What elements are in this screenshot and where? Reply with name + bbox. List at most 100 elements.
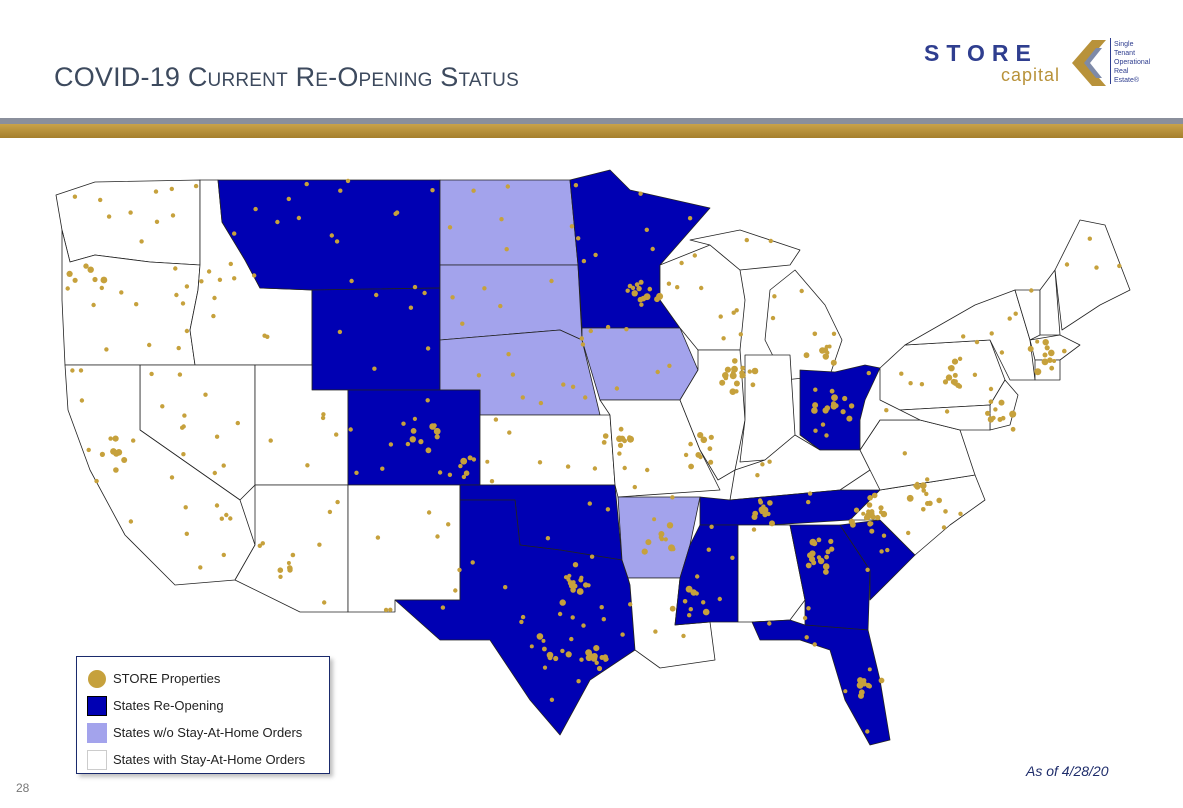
property-dot [104, 347, 109, 352]
property-dot [203, 392, 208, 397]
property-dot [458, 463, 463, 469]
state-me [1054, 219, 1131, 331]
property-dot [807, 491, 813, 496]
property-dot [405, 441, 411, 447]
property-dot [348, 427, 353, 432]
property-dot [957, 356, 963, 361]
property-dot [993, 407, 998, 412]
property-dot [853, 507, 860, 513]
property-dot [729, 372, 737, 380]
property-dot [919, 482, 927, 489]
property-dot [383, 607, 389, 613]
property-dot [709, 524, 714, 529]
property-dot [337, 329, 343, 335]
property-dot [647, 286, 653, 292]
property-dot [602, 433, 609, 439]
property-dot [461, 474, 467, 480]
property-dot [687, 613, 692, 618]
property-dot [217, 277, 223, 282]
property-dot [79, 398, 85, 403]
property-dot [1117, 263, 1122, 269]
property-dot [813, 428, 818, 433]
property-dot [450, 295, 455, 300]
property-dot [671, 546, 676, 552]
property-dot [581, 258, 587, 264]
property-dot [679, 260, 684, 266]
property-dot [899, 371, 904, 376]
property-dot [560, 648, 565, 654]
property-dot [549, 697, 555, 702]
property-dot [811, 407, 818, 414]
property-dot [974, 339, 980, 345]
property-dot [1047, 357, 1053, 364]
property-dot [867, 495, 873, 501]
property-dot [401, 421, 406, 426]
property-dot [634, 282, 640, 287]
property-dot [747, 369, 752, 374]
property-dot [1035, 339, 1040, 344]
property-dot [576, 679, 581, 684]
property-dot [658, 535, 664, 540]
property-dot [212, 470, 217, 476]
property-dot [457, 567, 462, 573]
property-dot [476, 373, 482, 378]
property-dot [510, 372, 516, 377]
property-dot [958, 511, 963, 516]
header-band-gold [0, 124, 1183, 138]
property-dot [437, 470, 443, 475]
property-dot [840, 409, 846, 415]
property-dot [561, 382, 566, 387]
property-dot [1064, 262, 1070, 267]
legend-item-no-order: States w/o Stay-At-Home Orders [87, 719, 319, 746]
property-dot [698, 454, 703, 460]
property-dot [601, 440, 607, 445]
property-dot [1049, 365, 1055, 371]
property-dot [147, 342, 152, 348]
property-dot [235, 420, 240, 426]
property-dot [549, 278, 554, 284]
property-dot [232, 276, 237, 281]
property-dot [128, 519, 134, 524]
property-dot [699, 285, 704, 291]
property-dot [850, 521, 856, 528]
property-dot [730, 555, 735, 560]
property-dot [112, 435, 119, 442]
property-dot [751, 367, 759, 375]
property-dot [766, 511, 771, 517]
property-dot [733, 380, 740, 387]
property-dot [579, 336, 584, 341]
property-dot [822, 563, 830, 570]
property-dot [843, 689, 848, 694]
property-dot [869, 510, 875, 517]
logo-tagline: Single Tenant Operational Real Estate® [1114, 41, 1151, 84]
property-dot [767, 500, 773, 506]
property-dot [542, 665, 548, 670]
state-md [899, 404, 991, 431]
page-title: COVID-19 Current Re-Opening Status [54, 62, 519, 92]
property-dot [620, 632, 625, 637]
reopening-swatch [87, 695, 107, 716]
property-dot [471, 457, 477, 462]
property-dot [262, 333, 267, 338]
property-dot [181, 424, 186, 429]
property-dot [825, 350, 830, 355]
property-dot [719, 379, 726, 386]
property-dot [675, 285, 680, 290]
property-dot [569, 224, 575, 229]
property-dot [232, 231, 237, 236]
property-dot [228, 516, 233, 521]
property-dot [70, 368, 75, 373]
property-dot [692, 253, 697, 258]
property-dot [193, 183, 199, 189]
property-dot [632, 484, 637, 490]
property-dot [212, 295, 217, 301]
property-dot [570, 615, 575, 620]
property-dot [906, 530, 911, 536]
property-dot [921, 488, 926, 493]
property-dot [605, 324, 611, 330]
property-dot [656, 292, 664, 300]
property-dot [831, 394, 838, 401]
property-dot [700, 436, 708, 444]
property-dot [493, 417, 499, 422]
property-dot [410, 428, 417, 434]
